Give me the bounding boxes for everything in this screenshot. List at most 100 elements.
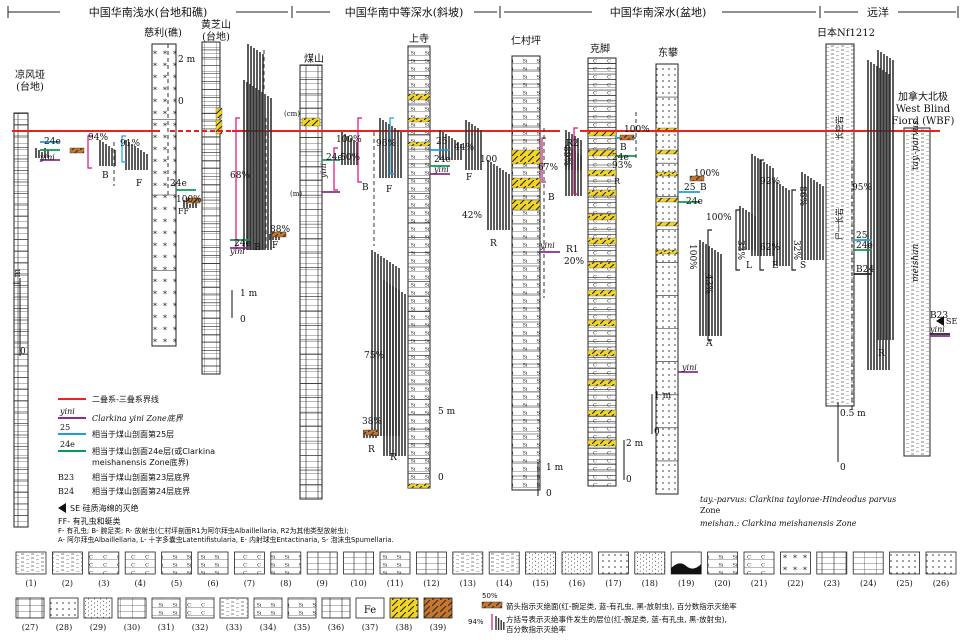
lithology-number: (20): [714, 579, 730, 588]
annotation-text: 24e: [612, 153, 629, 163]
section-labels: 凉风垭(台地) 慈利(礁) 黄芝山(台地) 煤山 上寺 仁村坪 克脚 东攀 日本…: [15, 18, 955, 127]
annotation-text: 0: [438, 473, 444, 483]
lithology-number: (36): [328, 623, 344, 632]
event-bracket: [707, 229, 712, 341]
annotation-text: S: [800, 261, 806, 271]
lithology-number: (3): [98, 579, 109, 588]
lithology-number: (1): [25, 579, 36, 588]
annotation-text: 100: [480, 155, 497, 165]
key-box-text2: 百分数指示灭绝率: [506, 624, 566, 634]
annotation-text: 0: [654, 427, 660, 437]
lithology-swatch: (29): [83, 597, 113, 632]
legend-boundary: 二叠系-三叠系界线: [92, 394, 159, 404]
annotation-text: 42%: [462, 211, 482, 221]
se-triangle-icon: [58, 503, 66, 513]
column-cili: [151, 43, 177, 347]
lithology-swatch: (39): [423, 597, 453, 632]
header-deep: 中国华南深水(盆地): [610, 5, 707, 19]
lithology-number: (26): [933, 579, 949, 588]
section-label-meishan: 煤山: [304, 52, 324, 65]
lithology-swatch: (3): [88, 551, 120, 588]
lithology-swatch: (11): [379, 551, 411, 588]
annotation-text: 0: [240, 315, 246, 325]
extinction-horizon-box: [185, 197, 201, 204]
annotation-text: 91%: [120, 139, 140, 149]
lithology-swatch: (1): [15, 551, 47, 588]
annotation-text: yini: [433, 165, 449, 174]
legend-fauna-1: F- 有孔虫; B- 腕足类; R- 放射虫(仁村坪剖面R1为阿尔拜虫Albai…: [58, 526, 349, 535]
annotation-text: 100%: [624, 125, 650, 135]
zone-note-2: Zone: [700, 506, 721, 515]
column-dongpan: [655, 63, 679, 495]
lithology-swatch: (32): [185, 597, 215, 632]
legend-25-text: 相当于煤山剖面第25层: [92, 429, 174, 439]
annotation-text: 24e: [434, 155, 451, 165]
annotation-text: B: [548, 193, 555, 203]
lithology-number: (21): [751, 579, 767, 588]
annotation-text: R: [614, 177, 621, 186]
lithology-number: (17): [605, 579, 621, 588]
lithology-swatch: (27): [15, 597, 45, 632]
legend-yini-text: Clarkina yini Zone底界: [92, 414, 184, 423]
lithology-number: (37): [362, 623, 378, 632]
lithology-number: (31): [158, 623, 174, 632]
lithology-number: (7): [244, 579, 255, 588]
legend-24e-label: 24e: [60, 440, 75, 449]
event-bracket: [235, 117, 240, 249]
extinction-bar-group: [487, 160, 510, 230]
lithology-swatch: Fe (37): [355, 597, 385, 632]
lithology-swatch: (36): [321, 597, 351, 632]
annotation-text: B: [620, 143, 627, 153]
fe-symbol: Fe: [364, 605, 376, 616]
section-label-kejiao: 克脚: [590, 42, 610, 55]
lithology-swatch: (13): [452, 551, 484, 588]
annotation-text: L: [746, 261, 752, 271]
legend-24e-text: 相当于煤山剖面24e层(或Clarkina: [92, 446, 215, 456]
annotation-text: E: [772, 261, 779, 271]
section-label-shangsi: 上寺: [409, 33, 429, 45]
legend-b23-text: 相当于煤山剖面第23层底界: [92, 472, 190, 482]
column-meishan: [299, 64, 323, 500]
event-bracket: [573, 127, 578, 195]
annotation-text: 93%: [612, 161, 632, 171]
extinction-bar-group: [801, 172, 824, 260]
annotation-text: 24e: [686, 197, 703, 207]
lithology-number: (15): [532, 579, 548, 588]
annotation-text: B: [254, 243, 261, 253]
annotation-text: 24e: [856, 241, 873, 251]
lithology-swatch: (15): [525, 551, 556, 588]
extinction-bar-group: [699, 240, 722, 336]
extinction-bar-group: [565, 130, 582, 170]
header: 中国华南浅水(台地和礁) 中国华南中等深水(斜坡) 中国华南深水(盆地) 远洋: [7, 5, 959, 19]
annotation-text: R1: [566, 245, 579, 255]
event-bracket: [389, 117, 394, 175]
key-box-label: 94%: [468, 618, 484, 626]
annotation-text: 62%: [760, 243, 780, 253]
annotation-text: 89%: [561, 146, 571, 166]
extinction-bar-group: [439, 130, 462, 160]
annotation-text: yini: [929, 325, 945, 334]
legend-b24-text: 相当于煤山剖面第24层底界: [92, 486, 190, 496]
column-canada: [903, 127, 931, 457]
extinction-horizon-box: [69, 147, 85, 154]
column-liangfengya: [13, 112, 29, 528]
lithology-swatch: (20): [707, 551, 738, 588]
annotation-text: (m): [290, 190, 302, 198]
annotation-text: FF: [178, 207, 190, 216]
lithology-swatch: (21): [743, 551, 775, 588]
annotation-text: 25: [684, 183, 696, 193]
annotation-text: yini: [319, 163, 328, 179]
annotation-text: F: [136, 179, 142, 189]
lithology-swatch: (10): [343, 551, 375, 588]
symbol-key: 50% 箭头指示灭绝面(红-腕足类, 蓝-有孔虫, 黑-放射虫), 百分数指示灭…: [468, 592, 737, 634]
legend-b24-label: B24: [58, 487, 74, 496]
extinction-bar-group: [371, 250, 400, 436]
annotation-text: 68%: [230, 171, 250, 181]
legend-se-text: SE 硅质海绵的灭绝: [70, 503, 139, 513]
column-japan: [825, 43, 855, 407]
lithology-swatch: (9): [306, 551, 338, 588]
legend-b23-label: B23: [58, 473, 74, 482]
lithology-swatch: (18): [634, 551, 666, 588]
extinction-horizon-box: [271, 231, 287, 238]
annotation-text: R2: [566, 139, 579, 149]
